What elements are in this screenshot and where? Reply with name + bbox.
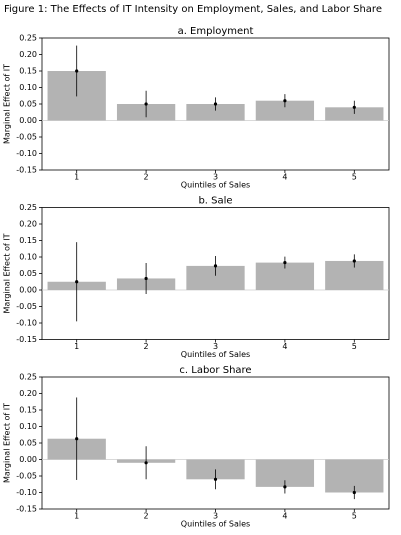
y-axis-label: Marginal Effect of IT [3,233,12,313]
y-tick-label: -0.15 [16,166,37,175]
y-tick-label: 0.05 [19,269,37,278]
x-tick-label: 1 [74,512,79,521]
y-tick-label: 0.20 [19,50,37,59]
x-tick-label: 3 [213,342,218,351]
y-tick-label: 0.05 [19,439,37,448]
y-tick-label: -0.05 [16,472,37,481]
point-estimate [352,105,356,109]
point-estimate [144,276,148,281]
point-estimate [352,490,356,495]
figure-title: Figure 1: The Effects of IT Intensity on… [4,4,382,15]
y-tick-label: 0.25 [19,203,37,212]
y-tick-label: 0.25 [19,373,37,382]
point-estimate [213,477,218,481]
point-estimate [283,99,287,103]
point-estimate [144,461,148,465]
x-tick-label: 2 [144,173,149,182]
y-tick-label: -0.15 [16,335,37,344]
y-tick-label: 0.10 [19,83,37,92]
y-tick-label: -0.05 [16,133,37,142]
subplot-title: a. Employment [178,26,254,37]
y-tick-label: -0.10 [16,319,37,328]
y-tick-label: 0.15 [19,67,37,76]
x-axis-label: Quintiles of Sales [181,520,250,529]
x-tick-label: 5 [352,512,357,521]
y-tick-label: -0.10 [16,149,37,158]
y-tick-label: 0.10 [19,253,37,262]
y-tick-label: 0.20 [19,389,37,398]
x-tick-label: 4 [282,512,287,521]
point-estimate [75,437,79,441]
y-axis-label: Marginal Effect of IT [3,403,12,483]
y-tick-label: -0.15 [16,505,37,514]
y-tick-label: 0.00 [19,116,37,125]
x-tick-label: 2 [144,342,149,351]
point-estimate [213,264,218,268]
bar [186,104,245,121]
y-tick-label: 0.10 [19,422,37,431]
y-tick-label: 0.00 [19,455,37,464]
subplot-title: c. Labor Share [179,365,251,376]
y-axis-label: Marginal Effect of IT [3,64,12,144]
x-tick-label: 4 [282,342,287,351]
point-estimate [213,102,218,106]
x-tick-label: 2 [144,512,149,521]
y-tick-label: 0.20 [19,220,37,229]
x-axis-label: Quintiles of Sales [181,350,250,359]
y-tick-label: 0.05 [19,100,37,109]
point-estimate [75,280,79,284]
bar [255,100,315,121]
subplot-title: b. Sale [198,196,232,207]
x-tick-label: 1 [74,173,79,182]
x-tick-label: 3 [213,173,218,182]
y-tick-label: 0.25 [19,34,37,43]
y-tick-label: 0.15 [19,236,37,245]
point-estimate [283,485,287,489]
x-axis-label: Quintiles of Sales [181,181,250,190]
point-estimate [352,259,356,263]
x-tick-label: 1 [74,342,79,351]
x-tick-label: 3 [213,512,218,521]
y-tick-label: -0.10 [16,488,37,497]
x-tick-label: 5 [352,173,357,182]
y-tick-label: -0.05 [16,302,37,311]
point-estimate [75,69,79,73]
y-tick-label: 0.15 [19,406,37,415]
point-estimate [283,261,287,265]
point-estimate [144,102,148,106]
y-tick-label: 0.00 [19,286,37,295]
x-tick-label: 4 [282,173,287,182]
x-tick-label: 5 [352,342,357,351]
